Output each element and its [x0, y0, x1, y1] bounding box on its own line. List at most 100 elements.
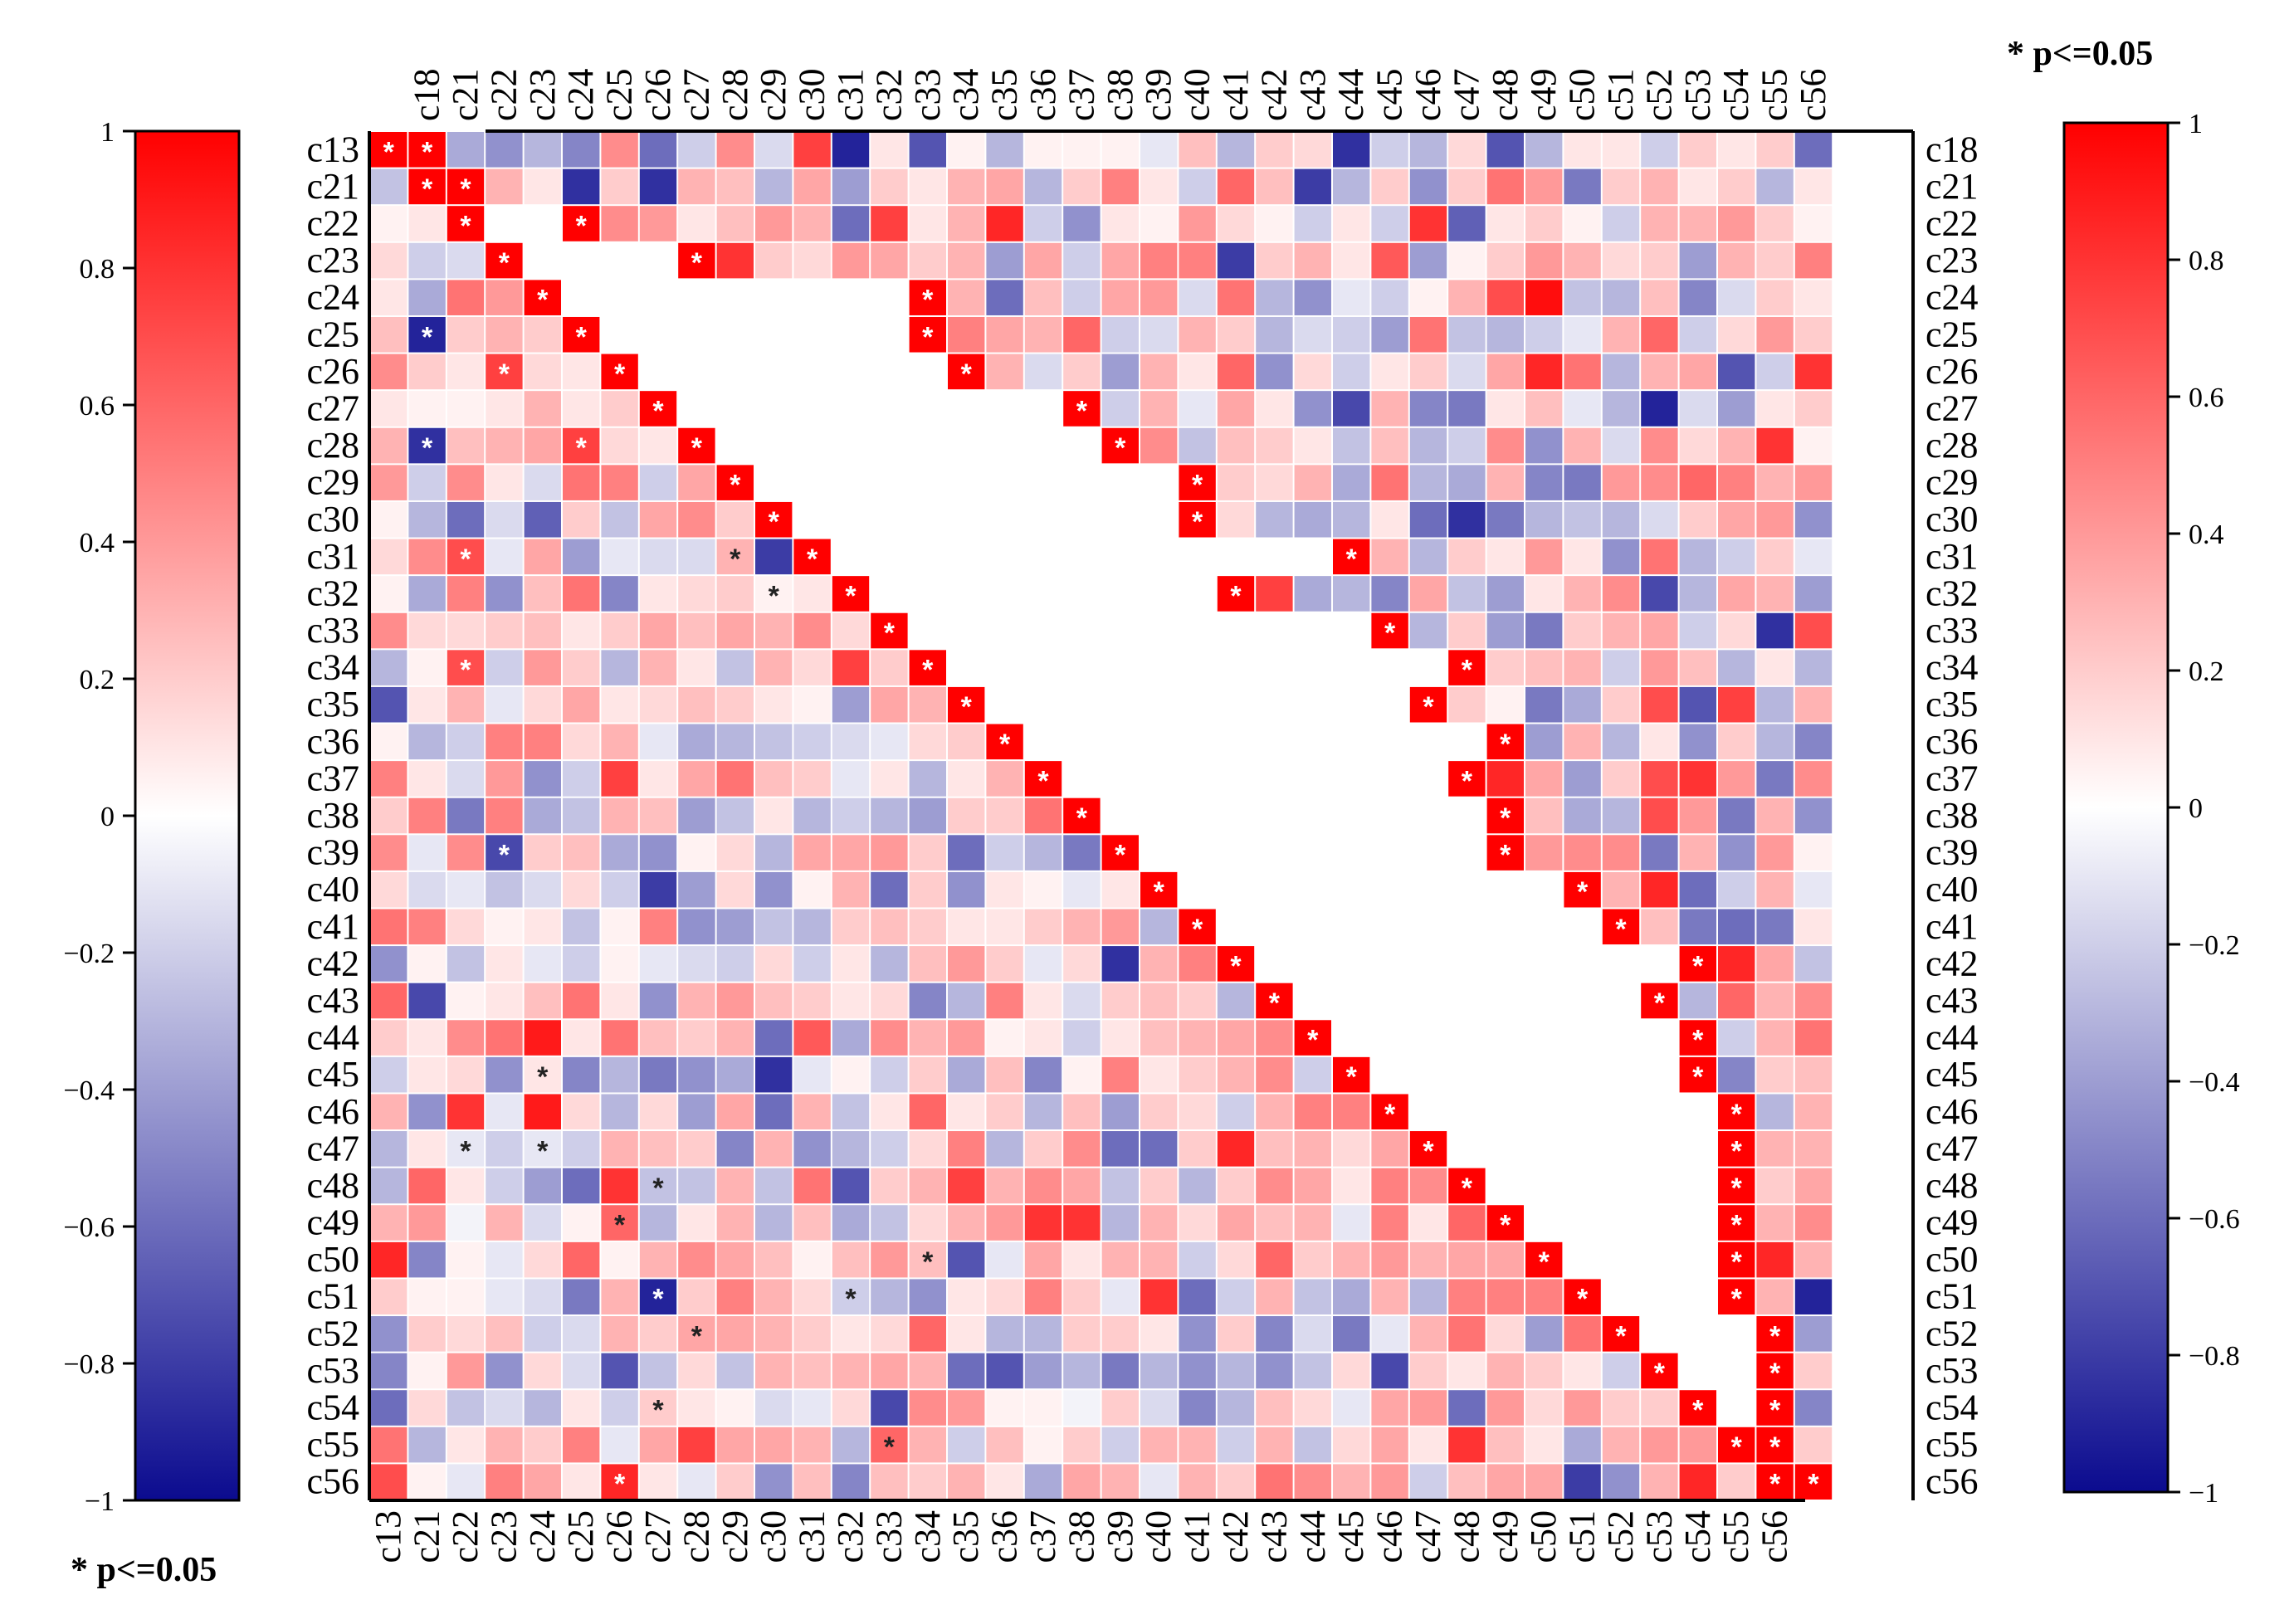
significance-marker: *: [1423, 691, 1434, 723]
heatmap-cell: [1409, 354, 1447, 390]
heatmap-cell: [370, 761, 408, 797]
heatmap-cell: [1525, 242, 1563, 279]
significance-marker: *: [922, 655, 934, 686]
heatmap-cell: [678, 1390, 715, 1426]
heatmap-cell: [447, 1131, 485, 1167]
heatmap-cell: [601, 686, 638, 723]
significance-marker: *: [1577, 1284, 1589, 1315]
heatmap-cell: [1179, 316, 1216, 353]
row-label: c37: [1925, 758, 1979, 798]
heatmap-cell: [1140, 909, 1178, 945]
heatmap-cell: [1101, 1131, 1139, 1167]
heatmap-cell: [909, 797, 946, 834]
heatmap-cell: [1525, 1353, 1563, 1389]
heatmap-cell: [447, 1094, 485, 1130]
heatmap-cell: [1179, 1205, 1216, 1241]
column-label: c23: [522, 68, 563, 121]
row-label: c36: [1925, 721, 1979, 762]
heatmap-cell: [1333, 1056, 1370, 1093]
heatmap-cell: [447, 1353, 485, 1389]
heatmap-cell: [1525, 686, 1563, 723]
heatmap-cell: [716, 612, 754, 649]
row-label: c47: [1925, 1128, 1979, 1168]
significance-marker: *: [1692, 1395, 1704, 1426]
heatmap-cell: [408, 132, 446, 168]
heatmap-cell: [408, 797, 446, 834]
heatmap-cell: [678, 650, 715, 685]
column-label: c22: [445, 1510, 486, 1563]
heatmap-cell: [1024, 316, 1062, 353]
heatmap-cell: [1371, 206, 1408, 241]
heatmap-cell: [871, 1094, 908, 1130]
heatmap-cell: [1641, 206, 1678, 241]
heatmap-cell: [1217, 427, 1255, 464]
heatmap-cell: [793, 576, 831, 612]
heatmap-cell: [1371, 316, 1408, 353]
heatmap-cell: [948, 1168, 985, 1204]
heatmap-cell: [486, 465, 523, 500]
heatmap-cell: [486, 1131, 523, 1167]
heatmap-cell: [755, 761, 793, 797]
heatmap-cell: [563, 797, 600, 834]
heatmap-cell: [1409, 427, 1447, 464]
heatmap-cell: [716, 1316, 754, 1352]
column-label: c39: [1138, 68, 1179, 121]
heatmap-cell: [1794, 391, 1833, 427]
heatmap-cell: [755, 1131, 793, 1167]
row-label: c44: [306, 1017, 359, 1058]
heatmap-cell: [1794, 612, 1833, 649]
significance-marker: *: [1037, 765, 1049, 797]
heatmap-cell: [1179, 1094, 1216, 1130]
heatmap-cell: [1486, 242, 1524, 279]
heatmap-cell: [1063, 1426, 1101, 1463]
heatmap-cell: [986, 983, 1023, 1019]
heatmap-cell: [1448, 1168, 1486, 1204]
row-label: c46: [306, 1091, 359, 1132]
heatmap-cell: [486, 576, 523, 612]
heatmap-cell: [1486, 465, 1524, 500]
heatmap-cell: [1024, 1279, 1062, 1315]
heatmap-cell: [1371, 1390, 1408, 1426]
heatmap-cell: [793, 761, 831, 797]
heatmap-cell: [909, 1390, 946, 1426]
heatmap-cell: [1794, 576, 1833, 612]
column-label: c27: [637, 1510, 678, 1563]
heatmap-cell: [639, 983, 677, 1019]
column-label: c38: [1100, 68, 1140, 121]
heatmap-cell: [1179, 1168, 1216, 1204]
heatmap-cell: [793, 1464, 831, 1500]
column-label: c26: [599, 1510, 640, 1563]
significance-marker: *: [1500, 802, 1511, 834]
heatmap-cell: [447, 946, 485, 982]
heatmap-cell: [1525, 724, 1563, 760]
heatmap-cell: [1794, 354, 1833, 390]
heatmap-cell: [1486, 612, 1524, 649]
heatmap-cell: [1794, 316, 1833, 353]
heatmap-cell: [1641, 354, 1678, 390]
heatmap-cell: [1101, 316, 1139, 353]
heatmap-cell: [1256, 1279, 1293, 1315]
row-label: c42: [1925, 943, 1979, 983]
heatmap-cell: [716, 909, 754, 945]
heatmap-cell: [370, 1205, 408, 1241]
significance-marker: *: [1462, 655, 1473, 686]
heatmap-cell: [1718, 835, 1755, 871]
significance-marker: *: [1731, 1173, 1743, 1204]
heatmap-cell: [716, 650, 754, 685]
heatmap-cell: [1409, 391, 1447, 427]
heatmap-cell: [1101, 1390, 1139, 1426]
heatmap-cell: [1679, 1426, 1716, 1463]
row-label: c49: [306, 1202, 359, 1243]
heatmap-cell: [986, 1094, 1023, 1130]
row-label: c27: [1925, 388, 1979, 428]
right-colorbar-tick-label: −1: [2189, 1478, 2218, 1509]
heatmap-cell: [793, 1390, 831, 1426]
heatmap-cell: [1794, 1390, 1833, 1426]
heatmap-cell: [871, 983, 908, 1019]
heatmap-cell: [986, 1279, 1023, 1315]
right-colorbar-tick-label: 0.8: [2189, 246, 2224, 276]
heatmap-cell: [678, 1056, 715, 1093]
heatmap-cell: [1140, 280, 1178, 315]
heatmap-cell: [1294, 391, 1331, 427]
heatmap-cell: [948, 1131, 985, 1167]
